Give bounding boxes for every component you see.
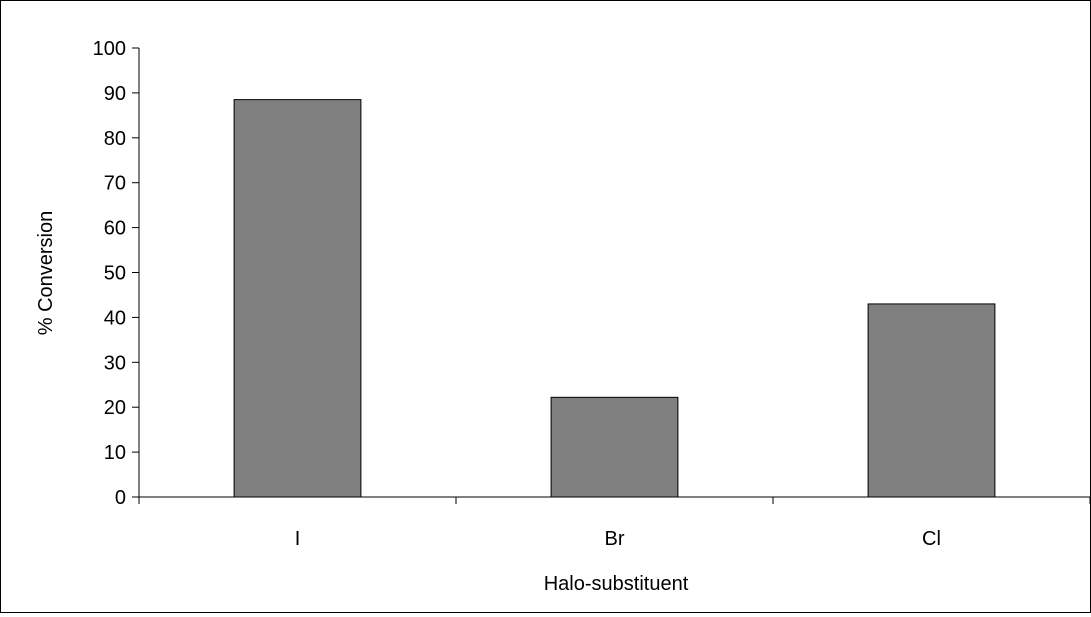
bar-series bbox=[233, 99, 996, 498]
y-tick-label: 100 bbox=[93, 38, 126, 60]
y-axis-title: % Conversion bbox=[35, 211, 57, 336]
bar-br bbox=[550, 396, 679, 498]
y-tick-label: 60 bbox=[104, 218, 126, 240]
x-tick-label: I bbox=[295, 528, 301, 550]
y-tick-label: 90 bbox=[104, 83, 126, 105]
y-axis: 0 10 20 30 40 50 60 70 80 90 100 bbox=[93, 38, 140, 509]
y-tick-label: 0 bbox=[115, 487, 126, 509]
y-tick-label: 30 bbox=[104, 352, 126, 374]
y-tick-label: 40 bbox=[104, 307, 126, 329]
y-tick-label: 10 bbox=[104, 442, 126, 464]
bar-i bbox=[233, 99, 362, 498]
x-axis-title: Halo-substituent bbox=[544, 573, 689, 595]
x-axis: I Br Cl bbox=[138, 496, 1091, 550]
y-tick-label: 20 bbox=[104, 397, 126, 419]
x-tick-label: Br bbox=[605, 528, 625, 550]
y-tick-label: 50 bbox=[104, 263, 126, 285]
bar-cl bbox=[867, 303, 996, 498]
y-tick-label: 80 bbox=[104, 128, 126, 150]
y-tick-label: 70 bbox=[104, 173, 126, 195]
x-tick-label: Cl bbox=[922, 528, 941, 550]
